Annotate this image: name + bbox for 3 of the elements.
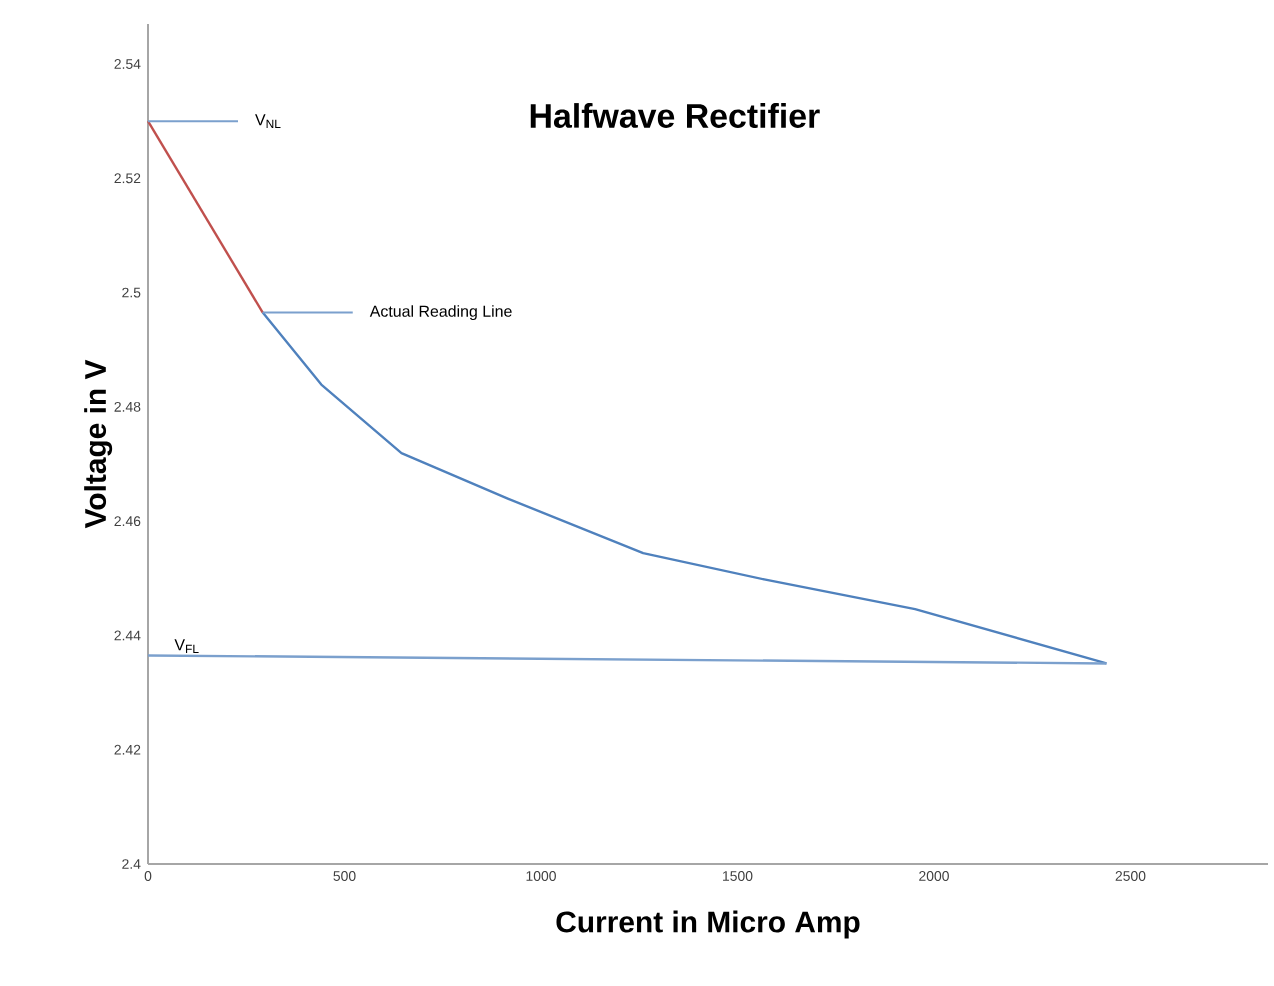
text: Halfwave Rectifier [530, 103, 820, 128]
y-axis-title: Voltage in V [84, 359, 113, 529]
x-axis-title: Current in Micro Amp [556, 910, 860, 939]
